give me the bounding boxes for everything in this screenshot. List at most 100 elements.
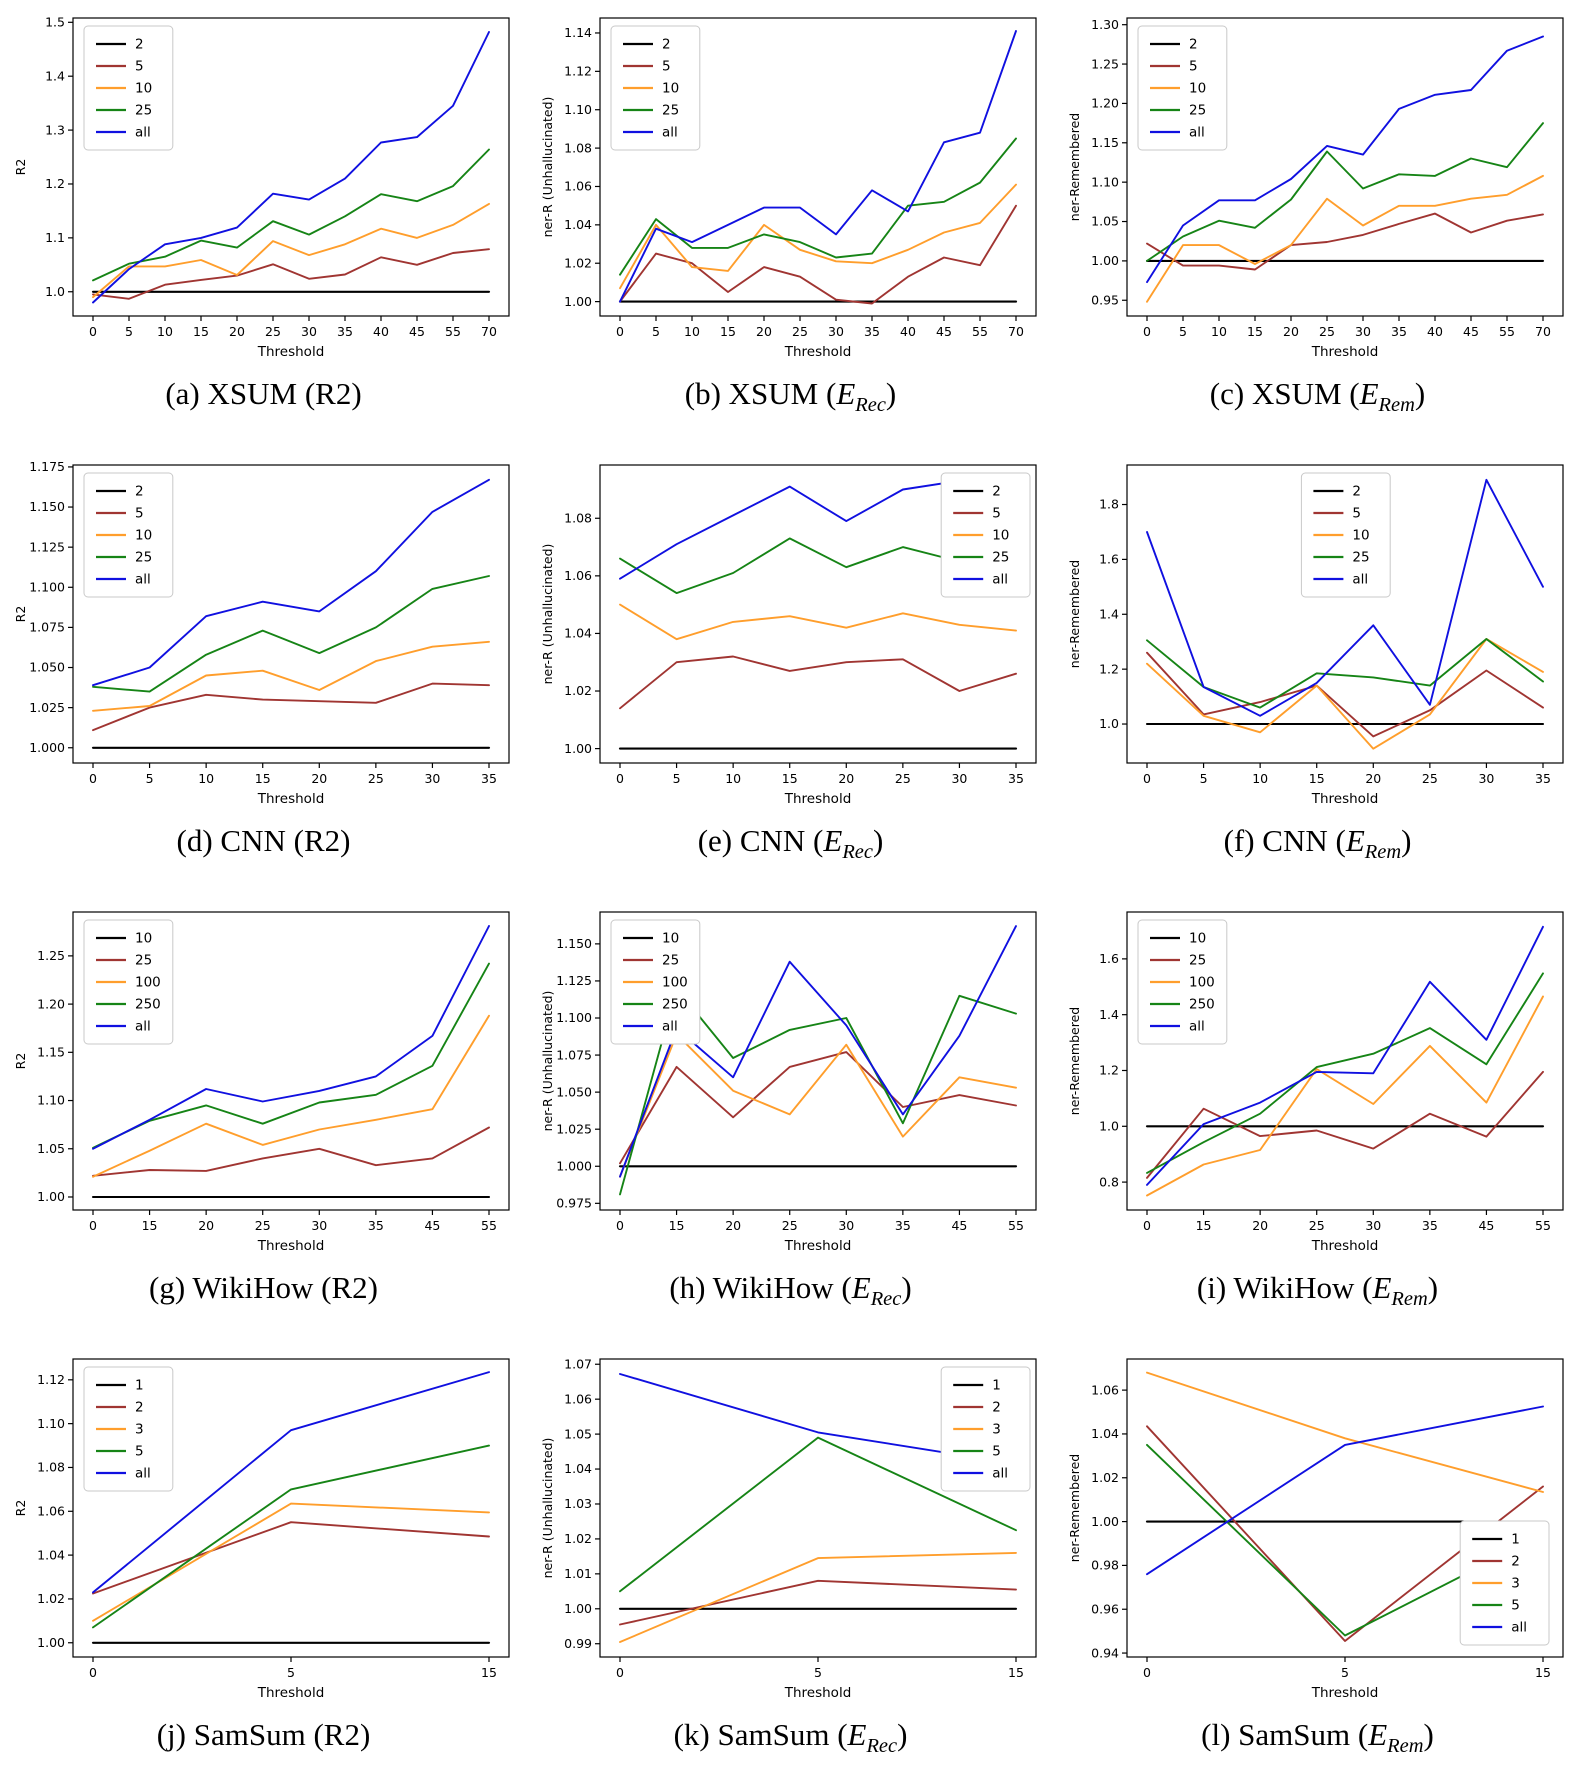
legend-label: 25: [135, 103, 152, 119]
y-tick-label: 1.03: [564, 1496, 592, 1511]
chart-g: 1.00 1.05 1.10 1.15 1.20 1.25 0 15 20 25 30 35 45 55 T…: [8, 900, 519, 1268]
chart-f: 1.01.21.41.61.80 5 10 15 20 25 30 35Thresholdne…: [1062, 453, 1573, 821]
chart-cell: 1.0 1.2 1.4 1.6 1.8 0 5 10 15 20 25 30 35 Threshold ne…: [1054, 447, 1581, 894]
x-tick-label: 55: [1499, 324, 1515, 339]
series-line-all: [91, 478, 490, 687]
series-line-25: [91, 1126, 490, 1177]
x-tick-label: 25: [1319, 324, 1335, 339]
y-tick-label: 0.975: [556, 1196, 592, 1211]
y-tick-label: 1.02: [564, 683, 592, 698]
y-tick-label: 1.14: [564, 25, 592, 40]
legend-label: 5: [1352, 506, 1361, 522]
legend-label: 5: [135, 59, 144, 75]
chart-cell: 0.975 1.000 1.025 1.050 1.075 1.100 1.125 1.150…: [527, 894, 1054, 1341]
series-line-5: [1145, 212, 1544, 271]
series-line-5: [1145, 651, 1544, 738]
x-tick-label: 35: [1421, 1218, 1437, 1233]
x-tick-label: 15: [1008, 1665, 1024, 1680]
y-tick-label: 0.99: [564, 1636, 592, 1651]
y-tick-label: 1.0: [1099, 716, 1119, 731]
y-tick-label: 1.6: [1099, 552, 1119, 567]
legend-label: all: [1352, 572, 1368, 588]
y-tick-label: 1.02: [1091, 1470, 1119, 1485]
legend-label: 250: [135, 997, 161, 1013]
x-tick-label: 10: [725, 771, 741, 786]
x-tick-label: 10: [198, 771, 214, 786]
legend-label: 100: [662, 975, 688, 991]
x-tick-label: 70: [1535, 324, 1551, 339]
chart-d: 1.000 1.025 1.050 1.075 1.100 1.125 1.150 1.175…: [8, 453, 519, 821]
legend-label: 1: [135, 1378, 144, 1394]
chart-i: 0.8 1.0 1.2 1.4 1.6 0 15 20 25 30 35 45 55 Threshold n…: [1062, 900, 1573, 1268]
x-tick-label: 20: [756, 324, 772, 339]
chart-caption-e: (e) CNN (ERec): [697, 823, 884, 864]
x-tick-label: 20: [198, 1218, 214, 1233]
x-tick-label: 5: [1179, 324, 1187, 339]
x-tick-label: 5: [145, 771, 153, 786]
y-tick-label: 1.02: [564, 255, 592, 270]
series-line-all: [1145, 1405, 1544, 1576]
legend-label: 10: [1352, 528, 1369, 544]
y-tick-label: 1.04: [1091, 1426, 1119, 1441]
y-tick-label: 1.10: [564, 102, 592, 117]
legend: 1 2 3 5 all: [1459, 1520, 1550, 1646]
x-tick-label: 15: [720, 324, 736, 339]
legend-label: 10: [135, 81, 152, 97]
x-tick-label: 45: [424, 1218, 440, 1233]
plot-border: [71, 17, 510, 317]
y-tick-label: 1.8: [1099, 497, 1119, 512]
x-tick-label: 15: [193, 324, 209, 339]
series-line-all: [618, 30, 1017, 303]
x-tick-label: 20: [725, 1218, 741, 1233]
x-tick-label: 45: [1463, 324, 1479, 339]
chart-caption-d: (d) CNN (R2): [176, 823, 351, 858]
legend-label: 5: [992, 1444, 1001, 1460]
legend-label: 2: [992, 484, 1001, 500]
series-line-all: [1145, 35, 1544, 284]
y-axis-label: ner-R (Unhallucinated): [540, 544, 555, 685]
x-tick-label: 30: [838, 1218, 854, 1233]
legend-label: 2: [1189, 37, 1198, 53]
x-tick-label: 5: [125, 324, 133, 339]
x-tick-label: 25: [894, 771, 910, 786]
plot-border: [598, 464, 1037, 764]
y-tick-label: 1.20: [1091, 96, 1119, 111]
y-tick-label: 1.075: [556, 1047, 592, 1062]
series-line-25: [618, 1051, 1017, 1165]
x-tick-label: 30: [828, 324, 844, 339]
y-tick-label: 1.4: [1099, 606, 1119, 621]
y-tick-label: 1.125: [29, 539, 65, 554]
x-tick-label: 55: [1535, 1218, 1551, 1233]
x-tick-label: 35: [864, 324, 880, 339]
legend-label: all: [662, 1019, 678, 1035]
y-tick-label: 1.06: [564, 568, 592, 583]
x-tick-label: 5: [1341, 1665, 1349, 1680]
x-axis-label: Threshold: [256, 1238, 324, 1254]
legend-label: all: [135, 1019, 151, 1035]
y-tick-label: 1.025: [29, 700, 65, 715]
y-tick-label: 1.6: [1099, 951, 1119, 966]
x-tick-label: 30: [301, 324, 317, 339]
y-tick-label: 1.150: [29, 499, 65, 514]
legend-label: 2: [1352, 484, 1361, 500]
x-tick-label: 35: [1535, 771, 1551, 786]
y-axis-label: ner-Remembered: [1067, 560, 1082, 668]
chart-caption-b: (b) XSUM (ERec): [684, 376, 897, 417]
x-tick-label: 10: [157, 324, 173, 339]
y-axis-label: R2: [13, 1500, 28, 1517]
legend-label: 10: [662, 81, 679, 97]
y-tick-label: 1.12: [37, 1372, 65, 1387]
y-tick-label: 1.5: [45, 15, 65, 30]
y-tick-label: 1.25: [37, 948, 65, 963]
y-axis-label: R2: [13, 159, 28, 176]
x-axis-label: Threshold: [1310, 1685, 1378, 1701]
x-tick-label: 40: [373, 324, 389, 339]
plot-border: [598, 17, 1037, 317]
chart-cell: 0.94 0.96 0.98 1.00 1.02 1.04 1.06 0 5 15 Threshol…: [1054, 1341, 1581, 1788]
series-line-5: [618, 1436, 1017, 1593]
x-tick-label: 45: [951, 1218, 967, 1233]
